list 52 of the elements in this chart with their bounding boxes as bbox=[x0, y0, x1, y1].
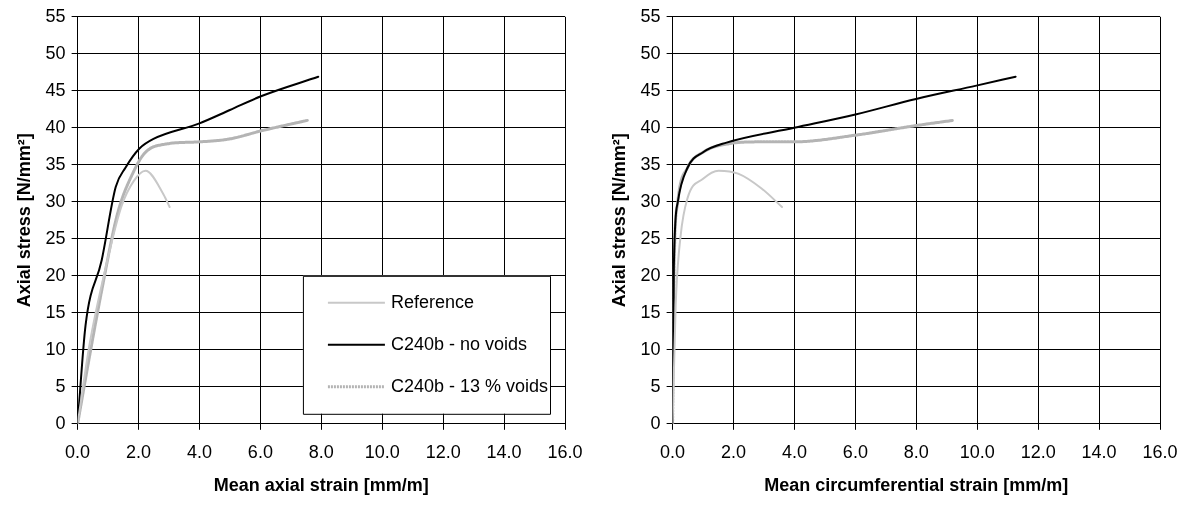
y-tick-label: 10 bbox=[640, 338, 661, 359]
y-tick-label: 25 bbox=[45, 227, 66, 248]
y-tick-label: 10 bbox=[45, 338, 66, 359]
y-axis-title: Axial stress [N/mm²] bbox=[13, 133, 34, 308]
y-tick-label: 50 bbox=[45, 42, 66, 63]
y-tick-label: 15 bbox=[640, 301, 661, 322]
x-axis-title: Mean axial strain [mm/m] bbox=[213, 475, 429, 496]
y-tick-label: 50 bbox=[640, 42, 661, 63]
y-tick-label: 25 bbox=[640, 227, 661, 248]
x-tick-label: 6.0 bbox=[842, 441, 868, 462]
line-series bbox=[672, 169, 783, 424]
x-tick-label: 12.0 bbox=[425, 441, 461, 462]
x-tick-label: 10.0 bbox=[959, 441, 995, 462]
legend-label: Reference bbox=[390, 291, 474, 312]
x-tick-label: 16.0 bbox=[547, 441, 583, 462]
y-tick-label: 45 bbox=[45, 79, 66, 100]
y-tick-label: 40 bbox=[640, 116, 661, 137]
x-tick-label: 14.0 bbox=[1081, 441, 1117, 462]
x-tick-label: 0.0 bbox=[65, 441, 91, 462]
y-tick-label: 55 bbox=[640, 5, 661, 26]
x-tick-label: 10.0 bbox=[364, 441, 400, 462]
x-tick-label: 0.0 bbox=[660, 441, 686, 462]
y-tick-label: 15 bbox=[45, 301, 66, 322]
legend-label: C240b - no voids bbox=[390, 333, 528, 354]
y-tick-label: 45 bbox=[640, 79, 661, 100]
x-tick-label: 2.0 bbox=[721, 441, 747, 462]
line-series bbox=[77, 169, 171, 424]
x-tick-label: 6.0 bbox=[247, 441, 273, 462]
y-tick-label: 0 bbox=[55, 412, 66, 433]
legend-label: C240b - 13 % voids bbox=[390, 375, 549, 396]
x-tick-label: 4.0 bbox=[186, 441, 212, 462]
y-tick-label: 20 bbox=[45, 264, 66, 285]
line-series bbox=[77, 118, 309, 424]
x-tick-label: 14.0 bbox=[486, 441, 522, 462]
y-tick-label: 30 bbox=[45, 190, 66, 211]
y-tick-label: 35 bbox=[640, 153, 661, 174]
y-tick-label: 0 bbox=[650, 412, 661, 433]
y-tick-label: 20 bbox=[640, 264, 661, 285]
x-tick-label: 12.0 bbox=[1020, 441, 1056, 462]
y-tick-label: 5 bbox=[650, 375, 661, 396]
y-tick-label: 40 bbox=[45, 116, 66, 137]
y-tick-label: 30 bbox=[640, 190, 661, 211]
y-axis-title: Axial stress [N/mm²] bbox=[608, 133, 629, 308]
x-tick-label: 4.0 bbox=[781, 441, 807, 462]
x-tick-label: 8.0 bbox=[903, 441, 929, 462]
x-tick-label: 8.0 bbox=[308, 441, 334, 462]
y-tick-label: 35 bbox=[45, 153, 66, 174]
x-tick-label: 2.0 bbox=[126, 441, 152, 462]
x-tick-label: 16.0 bbox=[1142, 441, 1178, 462]
y-tick-label: 55 bbox=[45, 5, 66, 26]
y-tick-label: 5 bbox=[55, 375, 66, 396]
x-axis-title: Mean circumferential strain [mm/m] bbox=[764, 475, 1069, 496]
